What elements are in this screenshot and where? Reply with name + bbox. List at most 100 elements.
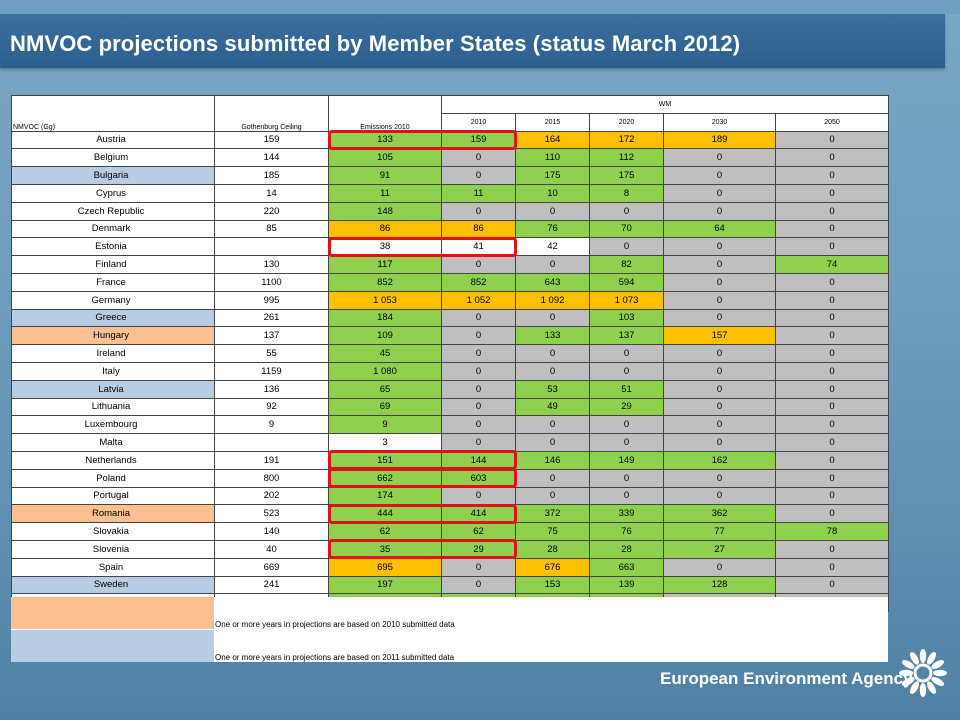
projection-cell-2050: 78 xyxy=(774,522,890,541)
table-row: Lithuania 92 69 0 49 29 0 0 xyxy=(11,397,890,417)
projection-cell-2010: 0 xyxy=(441,397,516,417)
projection-cell-2050: 0 xyxy=(774,397,890,417)
header-year-2050: 2050 xyxy=(774,112,890,132)
ceiling-cell: 55 xyxy=(214,344,329,363)
projection-cell-2010: 1 052 xyxy=(441,290,516,310)
projection-cell-2015: 372 xyxy=(515,504,590,524)
table-row: Poland 800 662 603 0 0 0 0 xyxy=(11,468,890,488)
projection-cell-2050: 0 xyxy=(774,290,890,310)
projection-cell-2010: 0 xyxy=(441,575,516,595)
projection-cell-2020: 70 xyxy=(589,219,664,239)
projection-cell-2020: 149 xyxy=(589,450,664,470)
projection-cell-2050: 0 xyxy=(774,148,890,168)
legend: One or more years in projections are bas… xyxy=(11,597,888,662)
country-cell: Estonia xyxy=(11,237,215,257)
projection-cell-2015: 0 xyxy=(515,201,590,221)
emissions-cell: 133 xyxy=(328,130,442,150)
projection-cell-2020: 0 xyxy=(589,344,664,363)
projection-cell-2020: 0 xyxy=(589,361,664,381)
projection-cell-2010: 86 xyxy=(441,219,516,239)
table-row: Slovenia 40 35 29 28 28 27 0 xyxy=(11,539,890,559)
projection-cell-2050: 0 xyxy=(774,539,890,559)
projection-cell-2015: 0 xyxy=(515,361,590,381)
projection-cell-2010: 0 xyxy=(441,308,516,328)
projection-cell-2050: 0 xyxy=(774,433,890,452)
projection-cell-2050: 0 xyxy=(774,575,890,595)
projection-cell-2010: 41 xyxy=(441,237,516,257)
ceiling-cell: 144 xyxy=(214,148,329,168)
projection-cell-2050: 0 xyxy=(774,130,890,150)
projection-cell-2030: 0 xyxy=(663,433,776,452)
projection-cell-2015: 53 xyxy=(515,379,590,399)
projection-cell-2050: 0 xyxy=(774,415,890,435)
header-year-2010: 2010 xyxy=(441,112,516,132)
projection-cell-2030: 0 xyxy=(663,183,776,203)
projection-cell-2030: 0 xyxy=(663,308,776,328)
projection-cell-2015: 643 xyxy=(515,272,590,292)
country-cell: Netherlands xyxy=(11,450,215,470)
table-row: Ireland 55 45 0 0 0 0 0 xyxy=(11,344,890,363)
projection-cell-2050: 0 xyxy=(774,308,890,328)
emissions-cell: 151 xyxy=(328,450,442,470)
header-year-2030: 2030 xyxy=(663,112,776,132)
projection-cell-2050: 0 xyxy=(774,450,890,470)
projection-cell-2015: 10 xyxy=(515,183,590,203)
header-unit: NMVOC (Gg) xyxy=(11,95,215,132)
table-row: France 1100 852 852 643 594 0 0 xyxy=(11,272,890,292)
country-cell: France xyxy=(11,272,215,292)
projection-cell-2050: 0 xyxy=(774,219,890,239)
table-row: Spain 669 695 0 676 663 0 0 xyxy=(11,557,890,577)
projection-cell-2010: 414 xyxy=(441,504,516,524)
projection-cell-2050: 0 xyxy=(774,326,890,346)
projection-cell-2030: 0 xyxy=(663,148,776,168)
projection-cell-2030: 0 xyxy=(663,468,776,488)
ceiling-cell: 669 xyxy=(214,557,329,577)
projection-cell-2020: 0 xyxy=(589,237,664,257)
projection-cell-2010: 0 xyxy=(441,486,516,506)
projection-cell-2030: 0 xyxy=(663,255,776,274)
emissions-cell: 174 xyxy=(328,486,442,506)
projection-cell-2015: 175 xyxy=(515,166,590,185)
projection-cell-2010: 0 xyxy=(441,166,516,185)
projection-cell-2050: 0 xyxy=(774,468,890,488)
projection-cell-2015: 0 xyxy=(515,486,590,506)
country-cell: Austria xyxy=(11,130,215,150)
projection-cell-2015: 0 xyxy=(515,308,590,328)
projection-cell-2010: 0 xyxy=(441,379,516,399)
projection-cell-2010: 852 xyxy=(441,272,516,292)
projection-cell-2015: 76 xyxy=(515,219,590,239)
emissions-cell: 1 053 xyxy=(328,290,442,310)
ceiling-cell: 241 xyxy=(214,575,329,595)
emissions-cell: 38 xyxy=(328,237,442,257)
projection-cell-2050: 0 xyxy=(774,504,890,524)
header-row-top: NMVOC (Gg) Gothenburg Ceiling Emissions … xyxy=(11,95,890,132)
projection-cell-2050: 0 xyxy=(774,379,890,399)
country-cell: Malta xyxy=(11,433,215,452)
projection-cell-2020: 28 xyxy=(589,539,664,559)
legend-text-2010: One or more years in projections are bas… xyxy=(215,620,455,629)
country-cell: Lithuania xyxy=(11,397,215,417)
projection-cell-2020: 103 xyxy=(589,308,664,328)
table-row: Czech Republic 220 148 0 0 0 0 0 xyxy=(11,201,890,221)
emissions-cell: 9 xyxy=(328,415,442,435)
ceiling-cell: 137 xyxy=(214,326,329,346)
projection-cell-2030: 77 xyxy=(663,522,776,541)
ceiling-cell: 159 xyxy=(214,130,329,150)
projection-cell-2020: 663 xyxy=(589,557,664,577)
projection-cell-2030: 0 xyxy=(663,201,776,221)
projection-cell-2020: 112 xyxy=(589,148,664,168)
projection-cell-2015: 133 xyxy=(515,326,590,346)
projection-cell-2050: 0 xyxy=(774,237,890,257)
header-year-2020: 2020 xyxy=(589,112,664,132)
projection-cell-2010: 0 xyxy=(441,201,516,221)
nmvoc-table: NMVOC (Gg) Gothenburg Ceiling Emissions … xyxy=(11,95,890,613)
projection-cell-2020: 0 xyxy=(589,415,664,435)
country-cell: Italy xyxy=(11,361,215,381)
projection-cell-2050: 74 xyxy=(774,255,890,274)
projection-cell-2020: 0 xyxy=(589,201,664,221)
ceiling-cell: 261 xyxy=(214,308,329,328)
projection-cell-2015: 676 xyxy=(515,557,590,577)
projection-cell-2030: 0 xyxy=(663,415,776,435)
projection-cell-2030: 362 xyxy=(663,504,776,524)
projection-cell-2030: 162 xyxy=(663,450,776,470)
